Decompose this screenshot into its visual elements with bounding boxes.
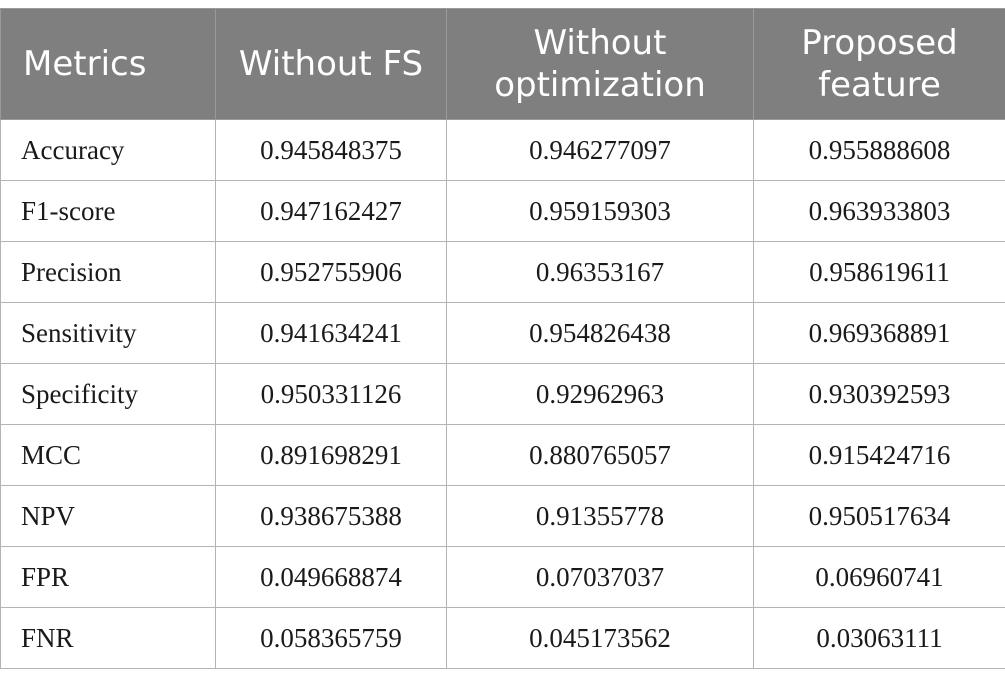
table-row: Specificity 0.950331126 0.92962963 0.930… bbox=[0, 363, 1005, 425]
value-without-optimization: 0.946277097 bbox=[446, 119, 754, 181]
value-without-optimization: 0.96353167 bbox=[446, 241, 754, 303]
metric-name: NPV bbox=[0, 485, 216, 547]
value-without-optimization: 0.880765057 bbox=[446, 424, 754, 486]
value-without-fs: 0.947162427 bbox=[215, 180, 447, 242]
metric-name: MCC bbox=[0, 424, 216, 486]
value-proposed-feature: 0.930392593 bbox=[753, 363, 1005, 425]
value-proposed-feature: 0.03063111 bbox=[753, 607, 1005, 669]
value-without-fs: 0.049668874 bbox=[215, 546, 447, 608]
metric-name: FNR bbox=[0, 607, 216, 669]
table-row: F1-score 0.947162427 0.959159303 0.96393… bbox=[0, 180, 1005, 242]
header-without-optimization: Without optimization bbox=[446, 8, 754, 120]
value-without-fs: 0.938675388 bbox=[215, 485, 447, 547]
value-without-optimization: 0.92962963 bbox=[446, 363, 754, 425]
value-proposed-feature: 0.950517634 bbox=[753, 485, 1005, 547]
metric-name: Precision bbox=[0, 241, 216, 303]
value-without-fs: 0.941634241 bbox=[215, 302, 447, 364]
metric-name: Specificity bbox=[0, 363, 216, 425]
value-without-optimization: 0.07037037 bbox=[446, 546, 754, 608]
value-proposed-feature: 0.06960741 bbox=[753, 546, 1005, 608]
value-proposed-feature: 0.969368891 bbox=[753, 302, 1005, 364]
header-metrics: Metrics bbox=[0, 8, 216, 120]
header-proposed-feature: Proposed feature bbox=[753, 8, 1005, 120]
table-row: Sensitivity 0.941634241 0.954826438 0.96… bbox=[0, 302, 1005, 364]
value-without-fs: 0.891698291 bbox=[215, 424, 447, 486]
table-row: Precision 0.952755906 0.96353167 0.95861… bbox=[0, 241, 1005, 303]
table-row: FPR 0.049668874 0.07037037 0.06960741 bbox=[0, 546, 1005, 608]
value-proposed-feature: 0.915424716 bbox=[753, 424, 1005, 486]
table-body: Accuracy 0.945848375 0.946277097 0.95588… bbox=[0, 119, 1005, 669]
value-proposed-feature: 0.963933803 bbox=[753, 180, 1005, 242]
metric-name: F1-score bbox=[0, 180, 216, 242]
value-without-fs: 0.945848375 bbox=[215, 119, 447, 181]
value-without-optimization: 0.91355778 bbox=[446, 485, 754, 547]
table-row: Accuracy 0.945848375 0.946277097 0.95588… bbox=[0, 119, 1005, 181]
value-without-optimization: 0.045173562 bbox=[446, 607, 754, 669]
table-row: NPV 0.938675388 0.91355778 0.950517634 bbox=[0, 485, 1005, 547]
value-proposed-feature: 0.958619611 bbox=[753, 241, 1005, 303]
metric-name: Sensitivity bbox=[0, 302, 216, 364]
header-without-fs: Without FS bbox=[215, 8, 447, 120]
table-header: Metrics Without FS Without optimization … bbox=[0, 8, 1005, 120]
value-without-fs: 0.058365759 bbox=[215, 607, 447, 669]
metrics-table: Metrics Without FS Without optimization … bbox=[0, 8, 1005, 669]
table-row: FNR 0.058365759 0.045173562 0.03063111 bbox=[0, 607, 1005, 669]
header-row: Metrics Without FS Without optimization … bbox=[0, 8, 1005, 120]
value-without-fs: 0.952755906 bbox=[215, 241, 447, 303]
value-without-optimization: 0.954826438 bbox=[446, 302, 754, 364]
metric-name: Accuracy bbox=[0, 119, 216, 181]
value-proposed-feature: 0.955888608 bbox=[753, 119, 1005, 181]
metric-name: FPR bbox=[0, 546, 216, 608]
table-row: MCC 0.891698291 0.880765057 0.915424716 bbox=[0, 424, 1005, 486]
value-without-fs: 0.950331126 bbox=[215, 363, 447, 425]
value-without-optimization: 0.959159303 bbox=[446, 180, 754, 242]
metrics-table-container: Metrics Without FS Without optimization … bbox=[0, 8, 1005, 669]
